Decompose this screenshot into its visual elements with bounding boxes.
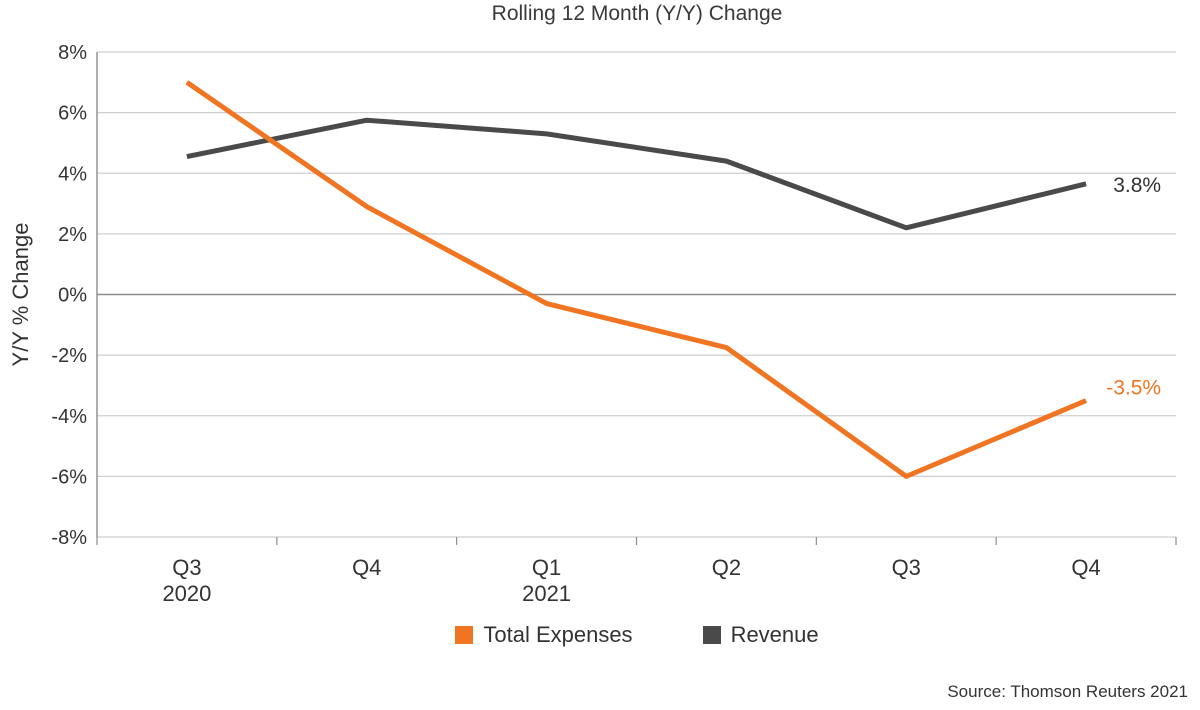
y-tick-label: 8%: [58, 42, 87, 64]
y-tick-label: -4%: [51, 406, 87, 428]
x-tick-label: Q4: [1071, 555, 1100, 580]
y-tick-label: 2%: [58, 224, 87, 246]
series-lines: [185, 80, 1088, 479]
x-tick-year-label: 2020: [162, 581, 211, 606]
legend-label: Revenue: [730, 622, 819, 647]
y-tick-label: -2%: [51, 345, 87, 367]
legend-item-revenue: Revenue: [702, 622, 819, 648]
total-expenses-line: [185, 80, 1088, 479]
x-tick-label: Q4: [352, 555, 381, 580]
x-tick-label: Q2: [712, 555, 741, 580]
legend-label: Total Expenses: [483, 622, 633, 647]
y-tick-label: 4%: [58, 163, 87, 185]
x-tick-label: Q1: [532, 555, 561, 580]
revenue-end-label: 3.8%: [1113, 174, 1161, 197]
gridlines: [97, 51, 1176, 538]
chart-title: Rolling 12 Month (Y/Y) Change: [491, 2, 783, 25]
axes: [96, 52, 1177, 545]
revenue-line: [186, 117, 1087, 231]
source-note: Source: Thomson Reuters 2021: [947, 682, 1188, 701]
y-tick-label: 0%: [58, 285, 87, 307]
legend: Total Expenses Revenue: [0, 622, 1200, 648]
y-axis-title: Y/Y % Change: [8, 223, 33, 367]
total-expenses-end-label: -3.5%: [1106, 377, 1161, 400]
legend-swatch: [702, 626, 721, 644]
y-tick-label: -8%: [51, 527, 87, 549]
x-tick-label: Q3: [892, 555, 921, 580]
x-tick-year-label: 2021: [522, 581, 571, 606]
y-tick-label: 6%: [58, 103, 87, 125]
legend-swatch: [455, 626, 474, 644]
legend-item-total-expenses: Total Expenses: [455, 622, 633, 648]
y-tick-label: -6%: [51, 466, 87, 488]
x-tick-label: Q3: [172, 555, 201, 580]
